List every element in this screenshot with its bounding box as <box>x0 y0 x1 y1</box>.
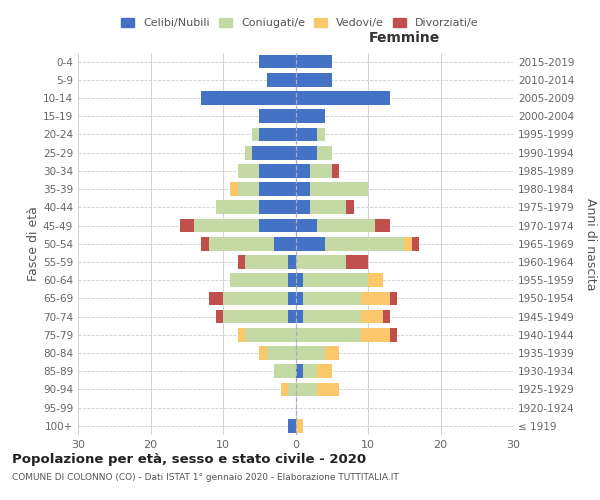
Bar <box>368 274 383 287</box>
Bar <box>317 382 339 396</box>
Bar <box>383 310 390 324</box>
Bar <box>325 237 404 250</box>
Bar <box>317 146 332 160</box>
Bar <box>238 328 245 342</box>
Bar <box>259 200 296 214</box>
Bar <box>281 382 288 396</box>
Bar <box>310 200 346 214</box>
Bar <box>259 346 266 360</box>
Bar <box>361 310 383 324</box>
Text: COMUNE DI COLONNO (CO) - Dati ISTAT 1° gennaio 2020 - Elaborazione TUTTITALIA.IT: COMUNE DI COLONNO (CO) - Dati ISTAT 1° g… <box>12 472 399 482</box>
Bar <box>296 110 325 123</box>
Bar <box>216 200 259 214</box>
Bar <box>390 292 397 305</box>
Bar <box>194 218 259 232</box>
Bar <box>296 128 317 141</box>
Bar <box>303 364 317 378</box>
Bar <box>404 237 412 250</box>
Bar <box>296 200 310 214</box>
Bar <box>216 310 223 324</box>
Bar <box>274 364 296 378</box>
Bar <box>296 419 303 432</box>
Bar <box>209 292 223 305</box>
Bar <box>288 255 296 269</box>
Bar <box>288 310 296 324</box>
Bar <box>361 328 390 342</box>
Bar <box>317 364 332 378</box>
Bar <box>296 182 310 196</box>
Bar <box>296 310 303 324</box>
Bar <box>223 310 288 324</box>
Y-axis label: Fasce di età: Fasce di età <box>27 206 40 281</box>
Bar <box>201 91 296 105</box>
Bar <box>245 255 288 269</box>
Bar <box>266 73 296 86</box>
Bar <box>412 237 419 250</box>
Bar <box>259 110 296 123</box>
Bar <box>317 218 375 232</box>
Bar <box>390 328 397 342</box>
Bar <box>259 164 296 177</box>
Bar <box>296 55 332 68</box>
Bar <box>303 310 361 324</box>
Bar <box>296 164 310 177</box>
Text: Popolazione per età, sesso e stato civile - 2020: Popolazione per età, sesso e stato civil… <box>12 452 366 466</box>
Bar <box>259 218 296 232</box>
Bar <box>310 164 332 177</box>
Text: Femmine: Femmine <box>368 31 440 45</box>
Bar <box>209 237 274 250</box>
Y-axis label: Anni di nascita: Anni di nascita <box>584 198 597 290</box>
Bar <box>259 55 296 68</box>
Bar <box>245 328 296 342</box>
Bar <box>223 292 288 305</box>
Bar <box>288 274 296 287</box>
Legend: Celibi/Nubili, Coniugati/e, Vedovi/e, Divorziati/e: Celibi/Nubili, Coniugati/e, Vedovi/e, Di… <box>117 13 483 32</box>
Bar <box>288 382 296 396</box>
Bar <box>245 146 252 160</box>
Bar <box>238 182 259 196</box>
Bar <box>296 237 325 250</box>
Bar <box>230 182 238 196</box>
Bar <box>375 218 390 232</box>
Bar <box>266 346 296 360</box>
Bar <box>296 346 325 360</box>
Bar <box>259 128 296 141</box>
Bar <box>252 128 259 141</box>
Bar <box>296 382 317 396</box>
Bar <box>201 237 209 250</box>
Bar <box>288 292 296 305</box>
Bar <box>346 200 353 214</box>
Bar <box>332 164 339 177</box>
Bar <box>361 292 390 305</box>
Bar <box>179 218 194 232</box>
Bar <box>288 419 296 432</box>
Bar <box>296 292 303 305</box>
Bar <box>296 218 317 232</box>
Bar <box>238 164 259 177</box>
Bar <box>346 255 368 269</box>
Bar <box>310 182 368 196</box>
Bar <box>296 255 346 269</box>
Bar <box>325 346 339 360</box>
Bar <box>296 328 361 342</box>
Bar <box>296 73 332 86</box>
Bar <box>259 182 296 196</box>
Bar <box>303 274 368 287</box>
Bar <box>252 146 296 160</box>
Bar <box>274 237 296 250</box>
Bar <box>303 292 361 305</box>
Bar <box>317 128 325 141</box>
Bar <box>296 91 390 105</box>
Bar <box>230 274 288 287</box>
Bar <box>238 255 245 269</box>
Bar <box>296 274 303 287</box>
Bar <box>296 364 303 378</box>
Bar <box>296 146 317 160</box>
